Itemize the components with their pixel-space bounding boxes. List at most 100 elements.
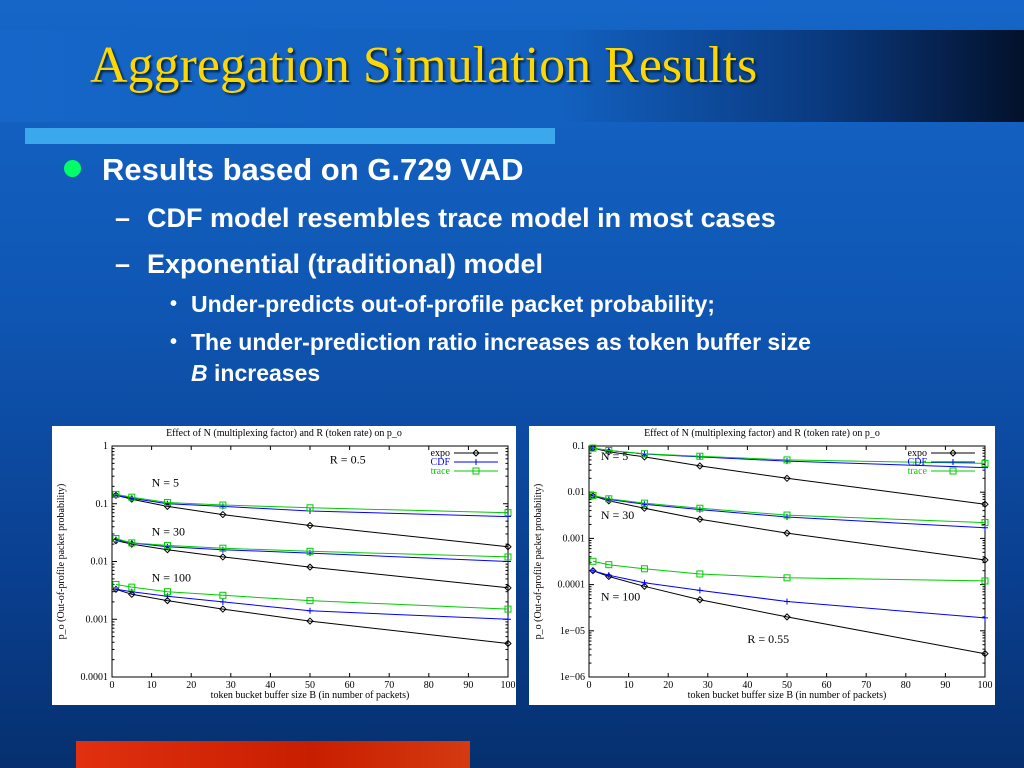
expo-point — [472, 449, 480, 457]
x-tick-label: 40 — [265, 680, 275, 691]
trace-point — [696, 504, 704, 512]
trace-point — [640, 450, 648, 458]
expo-point — [504, 639, 512, 648]
trace-point — [640, 565, 648, 573]
cdf-point — [505, 513, 511, 520]
cdf-point — [605, 572, 612, 579]
cdf-point — [696, 587, 703, 594]
y-tick-label: 0.001 — [86, 614, 109, 625]
trace-point — [128, 583, 136, 591]
title-underline — [25, 128, 555, 144]
legend-label-cdf: CDF — [431, 457, 451, 468]
legend-label-trace: trace — [908, 466, 928, 477]
y-tick-label: 0.0001 — [81, 672, 109, 683]
x-tick-label: 90 — [940, 680, 950, 691]
bullet-level1: Results based on G.729 VAD — [102, 152, 524, 187]
x-tick-label: 10 — [147, 680, 157, 691]
x-axis-label: token bucket buffer size B (in number of… — [688, 690, 887, 701]
x-tick-label: 60 — [345, 680, 355, 691]
chart-right: Effect of N (multiplexing factor) and R … — [529, 426, 995, 705]
x-tick-label: 70 — [384, 680, 394, 691]
expo-point — [306, 617, 314, 625]
chart-left: Effect of N (multiplexing factor) and R … — [52, 426, 516, 705]
y-axis-label: p_o (Out-of-profile packet probability) — [533, 484, 544, 640]
bottom-accent-bar — [76, 741, 470, 768]
x-tick-label: 50 — [305, 680, 315, 691]
expo-point — [981, 500, 989, 508]
chart-annotation: N = 100 — [601, 590, 640, 604]
y-axis-label: p_o (Out-of-profile packet probability) — [56, 484, 67, 640]
trace-point — [640, 499, 648, 507]
x-axis-label: token bucket buffer size B (in number of… — [211, 690, 410, 701]
cdf-point — [164, 593, 171, 600]
legend-label-trace: trace — [431, 466, 451, 477]
chart-annotation: N = 100 — [152, 571, 191, 585]
legend-label-cdf: CDF — [908, 457, 928, 468]
bullet-level3-b-line1: The under-prediction ratio increases as … — [191, 329, 811, 355]
expo-point — [306, 521, 314, 530]
expo-point — [219, 605, 227, 613]
trace-point — [783, 456, 791, 464]
trace-point — [219, 544, 227, 552]
x-tick-label: 20 — [186, 680, 196, 691]
x-tick-label: 0 — [587, 680, 592, 691]
trace-point — [112, 490, 120, 498]
chart-annotation: N = 30 — [601, 508, 634, 522]
chart-annotation: N = 5 — [152, 475, 179, 489]
series-line-cdf — [115, 588, 509, 620]
cdf-point — [219, 598, 226, 605]
expo-point — [981, 649, 989, 658]
x-tick-label: 90 — [463, 680, 473, 691]
series-line-trace — [115, 493, 509, 514]
expo-point — [696, 596, 704, 604]
trace-point — [696, 452, 704, 460]
bullet-level3-a: Under-predicts out-of-profile packet pro… — [191, 291, 715, 317]
chart-title: Effect of N (multiplexing factor) and R … — [644, 428, 880, 439]
x-tick-label: 10 — [624, 680, 634, 691]
trace-point — [605, 446, 613, 454]
cdf-point — [982, 464, 988, 471]
x-tick-label: 20 — [663, 680, 673, 691]
x-tick-label: 100 — [978, 680, 993, 691]
trace-point — [605, 495, 613, 503]
chart-annotation: N = 30 — [152, 525, 185, 539]
expo-point — [981, 556, 989, 564]
trace-point — [219, 501, 227, 509]
chart-annotation: N = 5 — [601, 449, 628, 463]
expo-point — [128, 590, 136, 599]
cdf-point — [505, 616, 511, 623]
x-tick-label: 40 — [742, 680, 752, 691]
bullet-level3-b-tail: increases — [207, 360, 321, 386]
y-tick-label: 0.01 — [91, 557, 109, 568]
trace-point — [504, 553, 512, 561]
trace-point — [504, 509, 512, 517]
series-line-expo — [592, 495, 986, 561]
bullet-level2-b: Exponential (traditional) model — [147, 249, 544, 279]
chart-annotation: R = 0.55 — [747, 632, 789, 646]
chart-title: Effect of N (multiplexing factor) and R … — [166, 428, 402, 439]
y-tick-label: 0.01 — [568, 487, 586, 498]
series-line-trace — [592, 560, 986, 582]
cdf-point — [589, 567, 596, 574]
trace-point — [306, 504, 314, 512]
expo-point — [219, 553, 227, 561]
expo-point — [219, 510, 227, 519]
trace-point — [783, 511, 791, 519]
trace-point — [589, 557, 597, 565]
cdf-point — [641, 579, 648, 586]
expo-point — [783, 474, 791, 482]
expo-point — [640, 582, 649, 590]
expo-point — [696, 515, 704, 523]
x-tick-label: 0 — [110, 680, 115, 691]
series-line-cdf — [115, 494, 509, 518]
bullet-level2-a: CDF model resembles trace model in most … — [147, 203, 776, 233]
expo-point — [783, 613, 791, 621]
title-bar — [0, 30, 1024, 122]
trace-point — [981, 459, 989, 467]
cdf-point — [784, 598, 790, 605]
cdf-point — [307, 607, 313, 614]
cdf-point — [505, 558, 511, 565]
x-tick-label: 30 — [703, 680, 713, 691]
trace-point — [472, 467, 480, 475]
trace-point — [163, 499, 171, 507]
